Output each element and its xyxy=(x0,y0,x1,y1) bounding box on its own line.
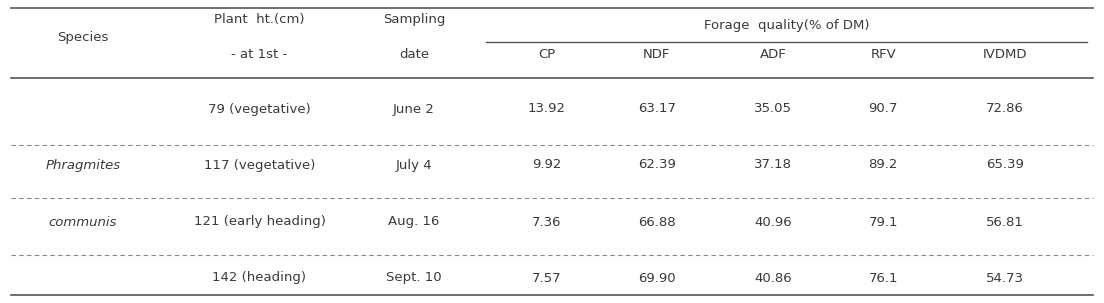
Text: 79 (vegetative): 79 (vegetative) xyxy=(208,102,311,115)
Text: Plant  ht.(cm): Plant ht.(cm) xyxy=(214,14,305,26)
Text: July 4: July 4 xyxy=(395,158,433,171)
Text: 72.86: 72.86 xyxy=(986,102,1023,115)
Text: 79.1: 79.1 xyxy=(869,215,898,228)
Text: 40.86: 40.86 xyxy=(754,271,792,285)
Text: 9.92: 9.92 xyxy=(532,158,561,171)
Text: 121 (early heading): 121 (early heading) xyxy=(193,215,326,228)
Text: Sampling: Sampling xyxy=(383,14,445,26)
Text: 89.2: 89.2 xyxy=(869,158,898,171)
Text: 62.39: 62.39 xyxy=(638,158,676,171)
Text: - at 1st -: - at 1st - xyxy=(232,48,287,62)
Text: Sept. 10: Sept. 10 xyxy=(386,271,442,285)
Text: 117 (vegetative): 117 (vegetative) xyxy=(204,158,315,171)
Text: communis: communis xyxy=(49,215,117,228)
Text: 13.92: 13.92 xyxy=(528,102,565,115)
Text: NDF: NDF xyxy=(644,48,670,62)
Text: June 2: June 2 xyxy=(393,102,435,115)
Text: 37.18: 37.18 xyxy=(754,158,792,171)
Text: 56.81: 56.81 xyxy=(986,215,1023,228)
Text: Species: Species xyxy=(57,31,108,44)
Text: 65.39: 65.39 xyxy=(986,158,1023,171)
Text: Aug. 16: Aug. 16 xyxy=(389,215,439,228)
Text: ADF: ADF xyxy=(760,48,786,62)
Text: 66.88: 66.88 xyxy=(638,215,676,228)
Text: 63.17: 63.17 xyxy=(638,102,676,115)
Text: date: date xyxy=(399,48,429,62)
Text: 90.7: 90.7 xyxy=(869,102,898,115)
Text: RFV: RFV xyxy=(870,48,896,62)
Text: 7.36: 7.36 xyxy=(532,215,561,228)
Text: IVDMD: IVDMD xyxy=(983,48,1027,62)
Text: 35.05: 35.05 xyxy=(754,102,792,115)
Text: 69.90: 69.90 xyxy=(638,271,676,285)
Text: Phragmites: Phragmites xyxy=(45,158,120,171)
Text: 54.73: 54.73 xyxy=(986,271,1023,285)
Text: 76.1: 76.1 xyxy=(869,271,898,285)
Text: CP: CP xyxy=(538,48,555,62)
Text: Forage  quality(% of DM): Forage quality(% of DM) xyxy=(704,18,869,32)
Text: 40.96: 40.96 xyxy=(754,215,792,228)
Text: 142 (heading): 142 (heading) xyxy=(212,271,307,285)
Text: 7.57: 7.57 xyxy=(532,271,561,285)
